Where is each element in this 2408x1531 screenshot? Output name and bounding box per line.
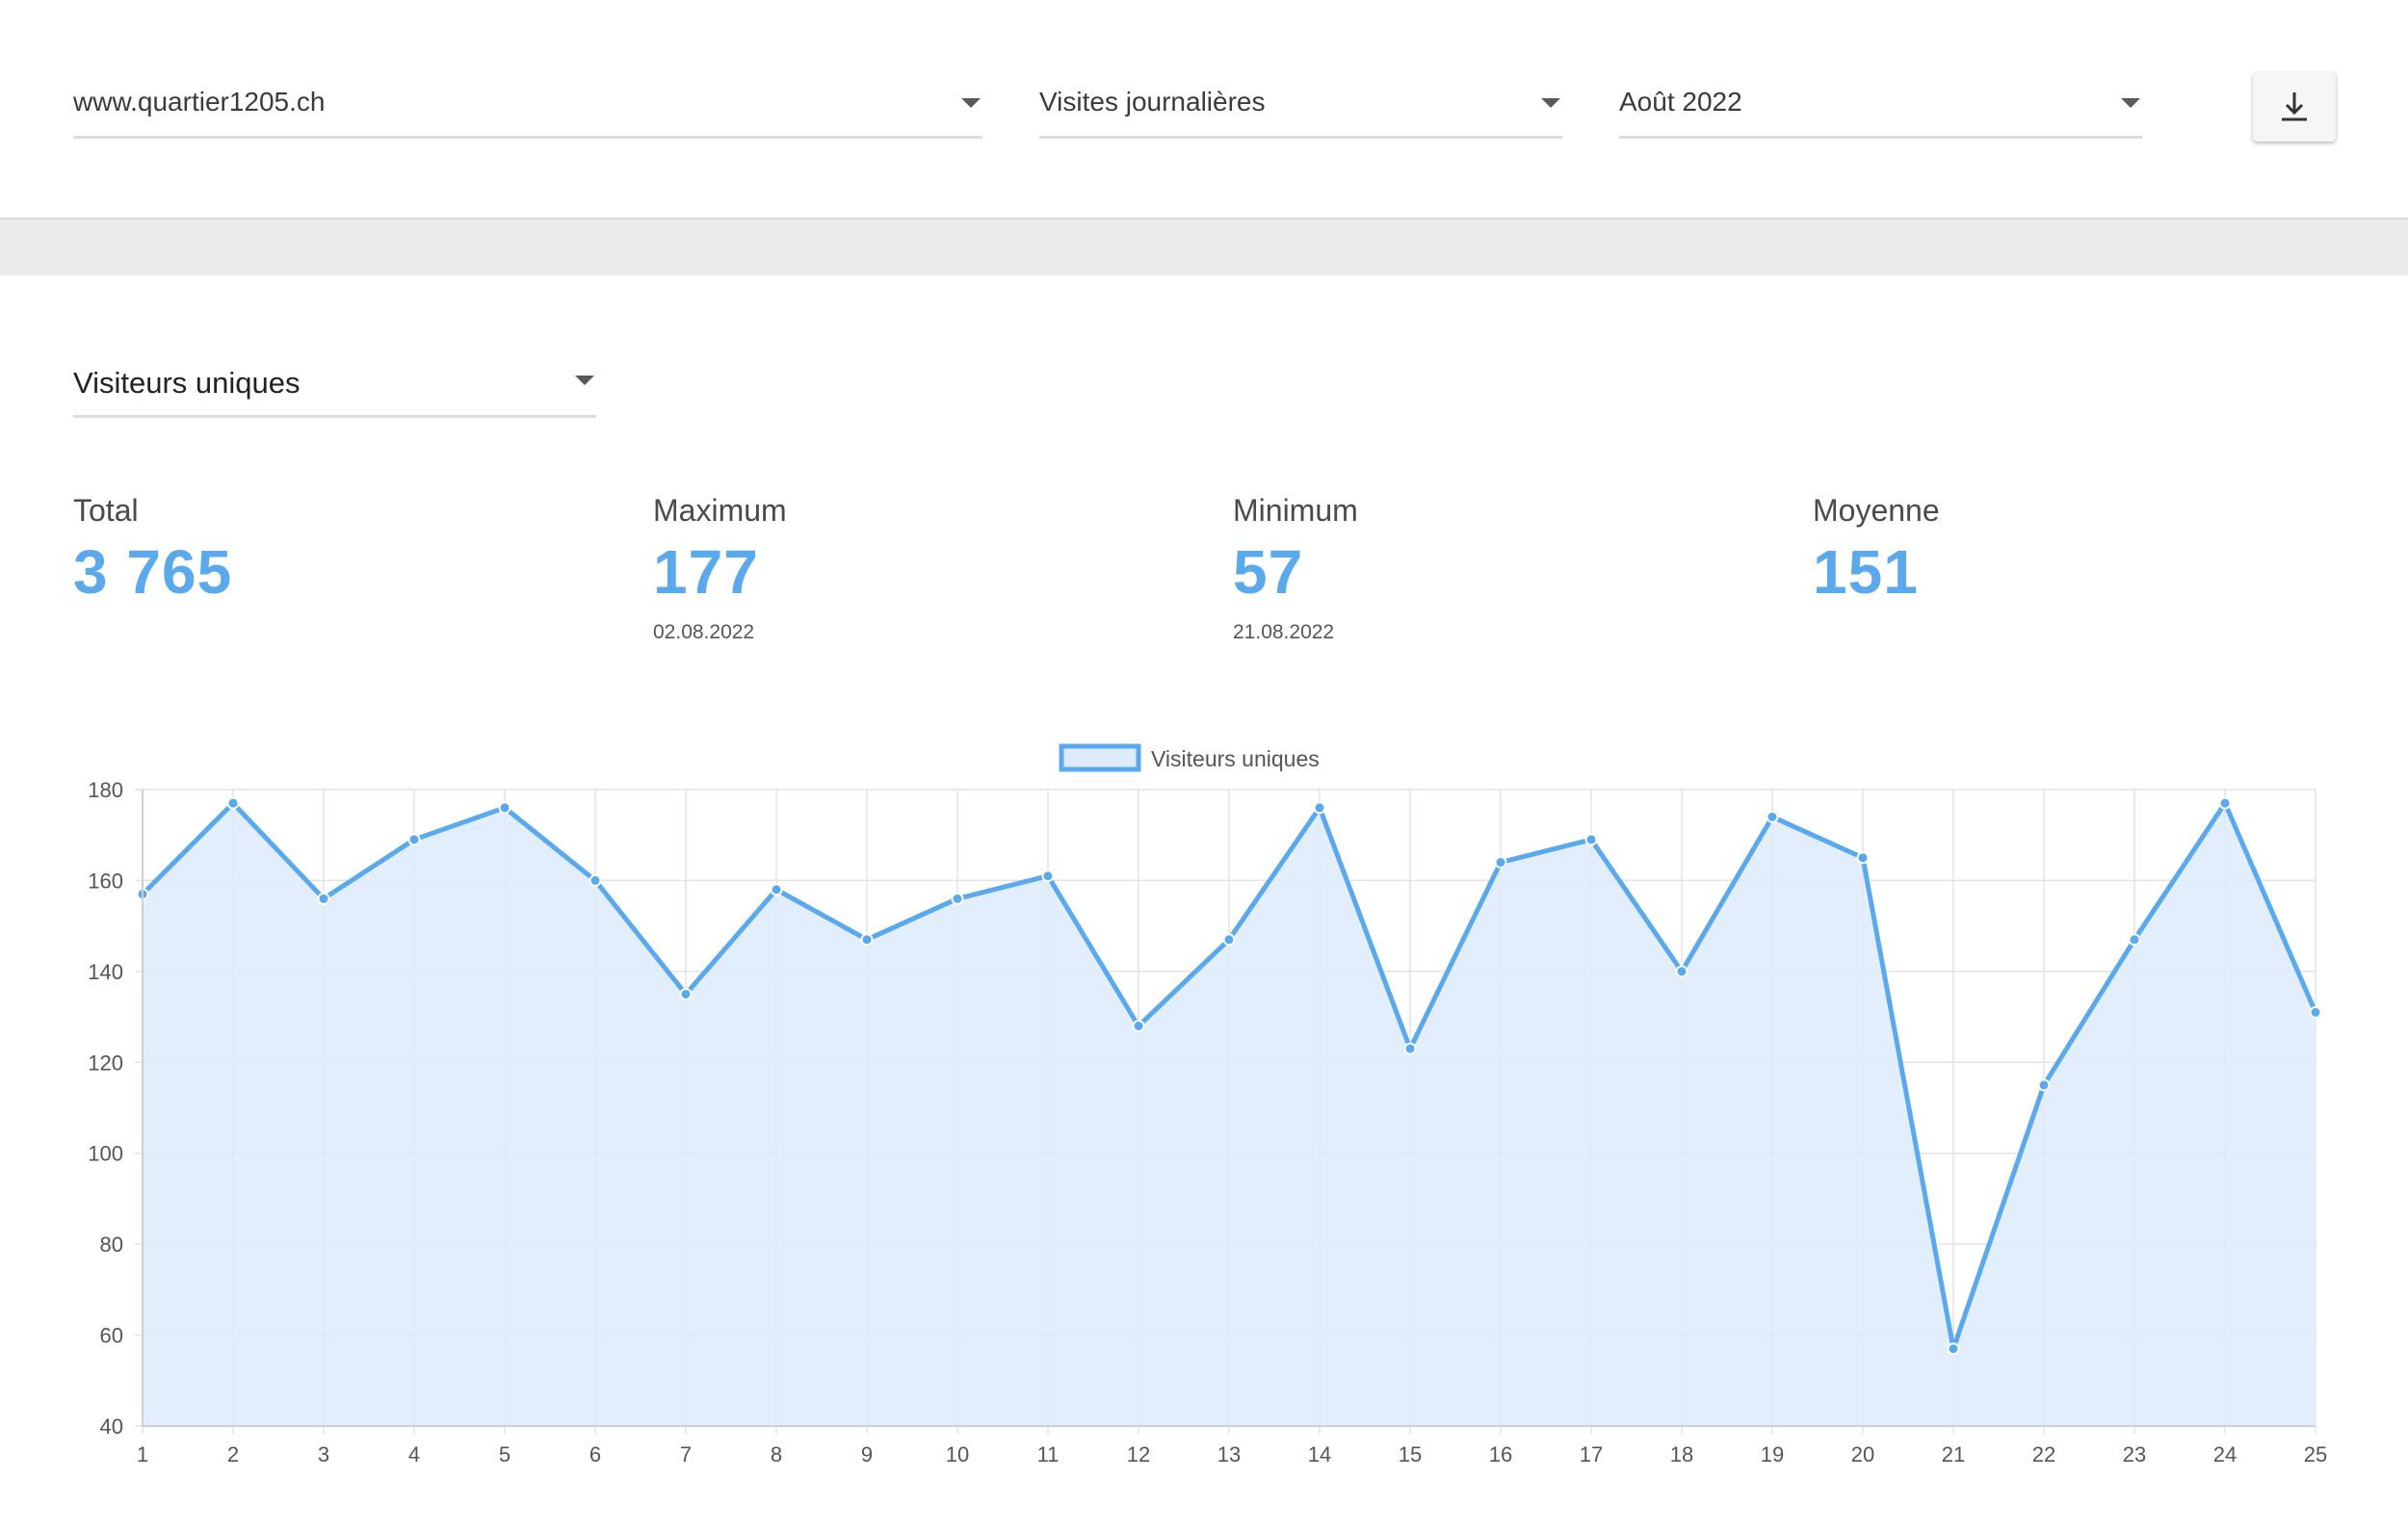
data-point (2128, 933, 2141, 947)
x-tick-label: 20 (1851, 1442, 1874, 1466)
data-point (226, 796, 240, 810)
chevron-down-icon (2121, 98, 2140, 108)
section-divider (0, 218, 2408, 275)
x-tick-label: 15 (1399, 1442, 1422, 1466)
chevron-down-icon (575, 376, 594, 385)
download-button[interactable] (2253, 72, 2336, 142)
metric-select-value: Visiteurs uniques (73, 366, 301, 400)
stat-average-label: Moyenne (1813, 493, 1940, 528)
x-tick-label: 6 (589, 1442, 601, 1466)
data-point (2218, 796, 2232, 810)
data-point (1766, 810, 1779, 823)
data-point (407, 833, 421, 846)
data-point (1494, 856, 1507, 869)
y-tick-label: 160 (88, 869, 123, 893)
series-area-fill (143, 803, 2316, 1426)
stat-minimum-value: 57 (1233, 537, 1304, 607)
data-point (770, 883, 783, 896)
stat-minimum-date: 21.08.2022 (1233, 621, 1335, 643)
chevron-down-icon (961, 98, 981, 108)
stat-maximum-value: 177 (653, 537, 759, 607)
y-tick-label: 60 (100, 1324, 123, 1348)
stat-average-value: 151 (1813, 537, 1919, 607)
y-tick-label: 120 (88, 1051, 123, 1075)
data-point (1675, 965, 1688, 978)
x-tick-label: 19 (1761, 1442, 1784, 1466)
data-point (317, 892, 330, 905)
stat-total-label: Total (73, 493, 139, 528)
data-point (2037, 1078, 2051, 1092)
data-point (1947, 1342, 1960, 1356)
y-tick-label: 100 (88, 1142, 123, 1166)
chart-points (136, 796, 2322, 1356)
month-select[interactable]: Août 2022 (1619, 77, 2142, 139)
x-tick-label: 7 (680, 1442, 692, 1466)
x-tick-label: 17 (1580, 1442, 1603, 1466)
month-select-value: Août 2022 (1619, 87, 1742, 117)
x-tick-label: 25 (2304, 1442, 2327, 1466)
data-point (498, 801, 511, 815)
data-point (1041, 869, 1055, 883)
x-tick-label: 22 (2032, 1442, 2055, 1466)
data-point (1132, 1020, 1145, 1033)
x-tick-label: 12 (1127, 1442, 1150, 1466)
site-select[interactable]: www.quartier1205.ch (73, 77, 982, 139)
metric-select[interactable]: Visiteurs uniques (73, 354, 596, 418)
data-point (1584, 833, 1598, 846)
stat-average: Moyenne 151 (1813, 493, 1940, 608)
data-point (951, 892, 964, 905)
stat-total-value: 3 765 (73, 537, 233, 607)
x-tick-label: 14 (1308, 1442, 1331, 1466)
stat-minimum: Minimum 57 21.08.2022 (1233, 493, 1358, 644)
stat-total: Total 3 765 (73, 493, 232, 608)
data-point (1313, 801, 1326, 815)
site-select-value: www.quartier1205.ch (73, 87, 326, 117)
stat-minimum-label: Minimum (1233, 493, 1358, 528)
y-tick-label: 40 (100, 1414, 123, 1439)
data-point (679, 987, 693, 1000)
data-point (2309, 1005, 2322, 1019)
download-icon (2282, 92, 2307, 121)
x-tick-label: 11 (1037, 1442, 1060, 1466)
stat-maximum-date: 02.08.2022 (653, 621, 755, 643)
y-tick-label: 80 (100, 1233, 123, 1257)
x-tick-label: 10 (946, 1442, 969, 1466)
period-select[interactable]: Visites journalières (1039, 77, 1562, 139)
stat-maximum: Maximum 177 02.08.2022 (653, 493, 787, 644)
data-point (1856, 851, 1870, 865)
legend-swatch (1059, 743, 1141, 772)
period-select-value: Visites journalières (1039, 87, 1266, 117)
x-tick-label: 23 (2123, 1442, 2146, 1466)
data-point (589, 873, 602, 887)
x-tick-label: 16 (1489, 1442, 1512, 1466)
stat-maximum-label: Maximum (653, 493, 787, 528)
data-point (860, 933, 874, 947)
x-tick-label: 8 (771, 1442, 782, 1466)
data-point (1403, 1042, 1417, 1055)
data-point (1222, 933, 1236, 947)
x-tick-label: 9 (861, 1442, 873, 1466)
x-tick-label: 24 (2213, 1442, 2237, 1466)
y-tick-label: 180 (88, 778, 123, 802)
x-tick-label: 13 (1217, 1442, 1241, 1466)
y-tick-label: 140 (88, 960, 123, 984)
x-tick-label: 1 (137, 1442, 148, 1466)
x-tick-label: 4 (408, 1442, 420, 1466)
x-tick-label: 21 (1942, 1442, 1965, 1466)
chevron-down-icon (1541, 98, 1560, 108)
x-tick-label: 3 (318, 1442, 329, 1466)
x-tick-label: 2 (227, 1442, 239, 1466)
chart-legend: Visiteurs uniques (1059, 743, 1320, 772)
legend-label: Visiteurs uniques (1151, 746, 1320, 771)
x-tick-label: 5 (499, 1442, 510, 1466)
filter-bar: www.quartier1205.ch Visites journalières… (0, 0, 2408, 218)
x-tick-label: 18 (1670, 1442, 1693, 1466)
